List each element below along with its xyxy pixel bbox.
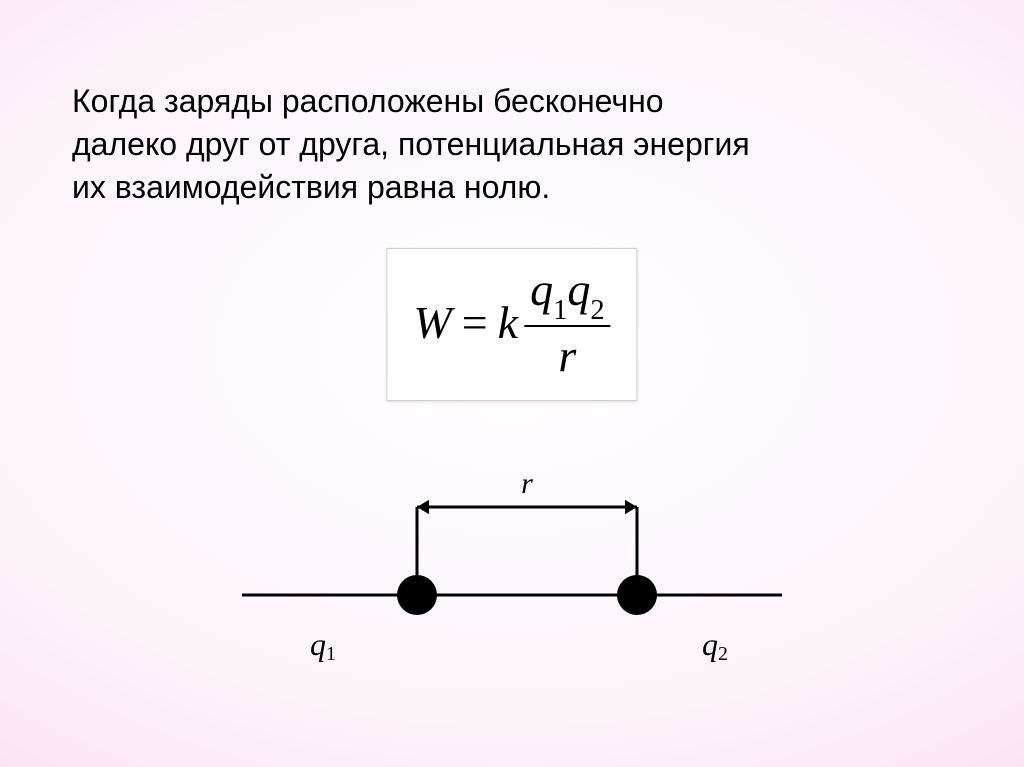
body-line-1: Когда заряды расположены бесконечно: [72, 80, 952, 123]
formula: W = k q1q2 r: [413, 263, 610, 382]
arrow-left: [417, 500, 429, 514]
formula-fraction: q1q2 r: [524, 263, 611, 382]
diagram: r q1 q2: [212, 455, 812, 675]
body-line-2: далеко друг от друга, потенциальная энер…: [72, 123, 952, 166]
num-q1-sub: 1: [553, 295, 567, 326]
num-q2-sub: 2: [590, 295, 604, 326]
formula-numerator: q1q2: [524, 263, 611, 327]
formula-lhs: W: [413, 296, 451, 349]
formula-box: W = k q1q2 r: [386, 248, 637, 401]
body-text: Когда заряды расположены бесконечно дале…: [72, 80, 952, 210]
q2-label: q2: [702, 626, 728, 665]
num-q1: q: [530, 264, 553, 315]
formula-denominator: r: [558, 327, 576, 382]
formula-k: k: [498, 296, 518, 349]
num-q2: q: [567, 264, 590, 315]
body-line-3: их взаимодействия равна нолю.: [72, 166, 952, 209]
r-label: r: [521, 467, 533, 500]
q1-label: q1: [310, 626, 336, 665]
slide-root: Когда заряды расположены бесконечно дале…: [0, 0, 1024, 767]
formula-eq: =: [462, 296, 488, 349]
arrow-right: [625, 500, 637, 514]
